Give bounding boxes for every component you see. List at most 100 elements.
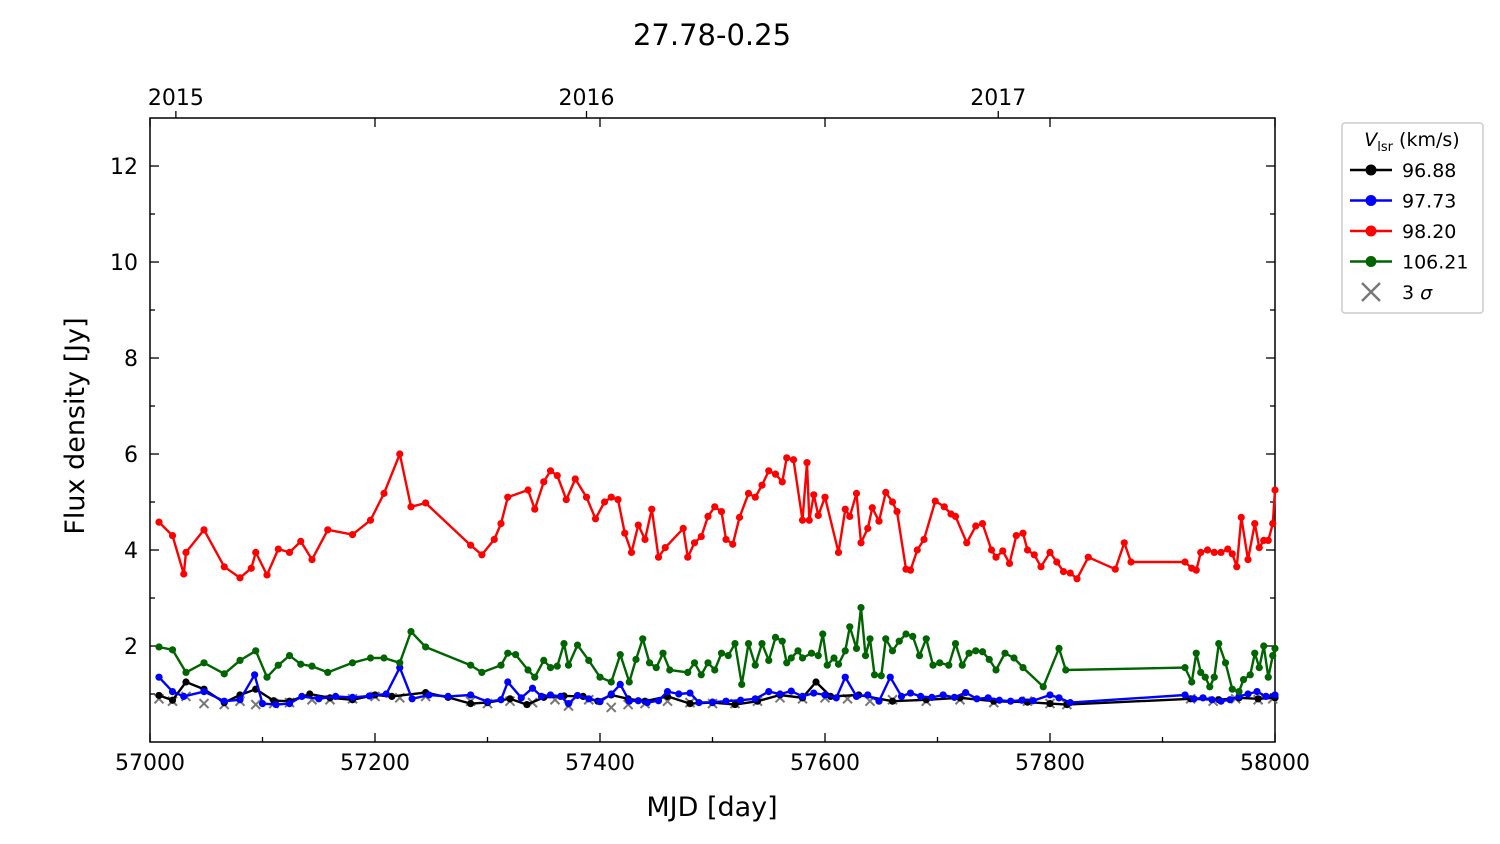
legend-title-sub: lsr — [1377, 140, 1393, 155]
legend-marker — [1365, 256, 1377, 267]
data-point — [951, 640, 960, 648]
data-point — [571, 475, 579, 483]
data-point — [467, 541, 475, 549]
data-point — [895, 637, 903, 645]
legend-label: 106.21 — [1402, 252, 1468, 274]
series-line — [158, 606, 1277, 693]
data-point — [1262, 692, 1270, 701]
data-point — [906, 689, 915, 697]
data-point — [478, 668, 486, 677]
legend: Vlsr (km/s) 96.88 97.73 98.20 106.21 3 σ — [1341, 122, 1484, 314]
data-point — [1066, 699, 1074, 707]
data-point — [958, 661, 966, 669]
data-point — [744, 640, 753, 648]
data-point — [1210, 548, 1218, 557]
data-point — [1208, 696, 1216, 704]
data-point — [382, 690, 390, 698]
data-point — [1111, 565, 1119, 573]
data-point — [528, 684, 537, 692]
data-point — [621, 529, 629, 537]
legend-marker — [1365, 164, 1377, 176]
data-point — [252, 548, 260, 557]
chart-title: 27.78-0.25 — [633, 18, 791, 52]
data-point — [857, 539, 865, 547]
data-point — [365, 692, 373, 700]
data-point — [864, 691, 872, 699]
data-point — [659, 649, 667, 657]
data-point — [888, 697, 897, 705]
data-point — [1120, 539, 1128, 547]
data-point — [546, 691, 555, 699]
data-point — [1055, 694, 1063, 702]
data-point — [666, 666, 674, 674]
legend-marker — [1365, 225, 1377, 237]
data-point — [425, 691, 433, 699]
data-point — [950, 693, 958, 701]
data-point — [690, 539, 699, 547]
data-point — [1264, 673, 1272, 681]
data-point — [1233, 563, 1241, 571]
data-point — [1226, 696, 1234, 704]
data-point — [1019, 529, 1027, 537]
data-point — [758, 640, 766, 648]
data-point — [614, 496, 622, 504]
data-point — [517, 694, 525, 702]
data-point — [1127, 558, 1135, 566]
data-point — [690, 659, 699, 667]
data-point — [1029, 697, 1037, 705]
data-point — [1199, 694, 1207, 702]
data-point — [711, 503, 719, 511]
data-point — [963, 539, 971, 547]
data-point — [297, 537, 305, 545]
data-point — [834, 660, 843, 668]
x-tick-label: 58000 — [1240, 751, 1310, 776]
data-point — [661, 544, 669, 552]
legend-cross — [1361, 282, 1381, 302]
data-point — [236, 656, 244, 665]
data-point — [180, 692, 188, 701]
data-point — [841, 505, 849, 513]
series-97-73 — [155, 664, 1279, 709]
plot-frame — [149, 117, 1276, 743]
data-point — [697, 671, 705, 679]
data-point — [819, 630, 827, 638]
data-point — [807, 649, 816, 657]
data-point — [236, 696, 244, 704]
data-point — [987, 546, 996, 554]
data-point — [546, 467, 555, 475]
data-point — [467, 700, 475, 708]
data-point — [1010, 654, 1018, 662]
data-point — [639, 635, 647, 643]
legend-sigma-number: 3 — [1402, 282, 1420, 304]
data-point — [591, 515, 600, 523]
data-point — [765, 688, 773, 696]
x-tick-label: 57400 — [565, 751, 635, 776]
data-point — [366, 654, 375, 662]
data-point — [882, 488, 890, 496]
axis-ticks: 57000 57200 57400 57600 57800 58000 2015 2016 20… — [110, 86, 1310, 776]
data-point — [308, 556, 316, 564]
data-point — [607, 493, 615, 501]
data-point — [564, 700, 573, 708]
data-point — [467, 691, 475, 699]
data-point — [999, 547, 1007, 555]
data-point — [1018, 696, 1026, 704]
data-point — [1046, 548, 1054, 557]
legend-label: 3 σ — [1402, 282, 1433, 304]
data-point — [1053, 558, 1061, 566]
data-point — [1181, 664, 1189, 672]
legend-label: 98.20 — [1402, 221, 1456, 243]
data-point — [684, 668, 692, 677]
data-point — [1253, 688, 1261, 696]
data-point — [422, 643, 430, 651]
x-tick-label: 57200 — [340, 751, 410, 776]
data-point — [540, 656, 548, 665]
data-point — [992, 553, 1000, 561]
year-tick-label: 2015 — [148, 86, 204, 111]
data-point — [841, 673, 849, 681]
data-point — [888, 647, 897, 655]
data-point — [247, 564, 255, 572]
data-point — [645, 659, 654, 667]
data-point — [1062, 666, 1070, 674]
data-point — [794, 647, 802, 655]
